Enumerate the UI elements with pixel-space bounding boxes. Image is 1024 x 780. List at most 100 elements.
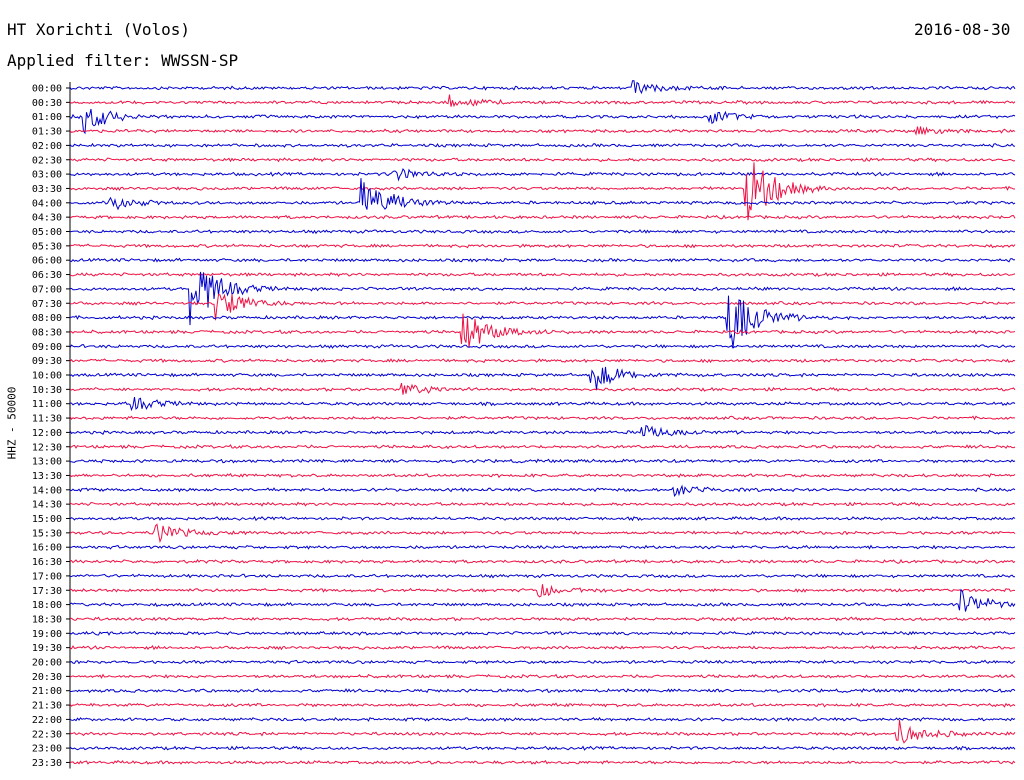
seismic-trace [69,94,1016,108]
time-tick-label: 08:30 [32,327,62,338]
time-tick-label: 08:00 [32,313,62,324]
time-tick-label: 20:00 [32,658,62,669]
time-tick-label: 13:00 [32,457,62,468]
time-tick-label: 06:30 [32,270,62,281]
time-tick-label: 16:00 [32,543,62,554]
seismic-trace [69,644,1016,651]
seismic-trace [69,616,1016,622]
time-tick-label: 03:00 [32,170,62,181]
seismic-trace [69,444,1016,450]
time-tick-label: 23:30 [32,758,62,769]
record-date: 2016-08-30 [914,20,1011,39]
seismic-trace [69,80,1016,95]
seismic-trace [69,343,1016,349]
seismic-trace [69,142,1016,148]
time-tick-label: 09:30 [32,356,62,367]
seismic-trace [69,523,1016,544]
time-tick-label: 07:30 [32,299,62,310]
time-tick-label: 12:30 [32,442,62,453]
time-tick-label: 18:30 [32,614,62,625]
time-tick-label: 11:00 [32,399,62,410]
time-tick-label: 11:30 [32,414,62,425]
time-tick-label: 12:00 [32,428,62,439]
time-tick-label: 15:30 [32,528,62,539]
seismic-trace [69,458,1016,464]
seismic-trace [69,358,1016,364]
seismic-trace [69,630,1016,636]
time-tick-label: 21:30 [32,701,62,712]
seismic-trace [69,243,1016,249]
time-tick-label: 02:30 [32,155,62,166]
time-tick-label: 04:30 [32,213,62,224]
seismic-trace [69,366,1016,390]
seismic-trace [70,397,1016,412]
time-tick-label: 18:00 [32,600,62,611]
seismic-trace [69,558,1016,565]
seismic-trace [69,382,1016,395]
time-tick-label: 17:00 [32,571,62,582]
time-tick-label: 22:30 [32,729,62,740]
seismic-trace [69,229,1016,235]
seismic-trace [69,501,1016,507]
time-tick-label: 23:00 [32,744,62,755]
time-tick-label: 13:30 [32,471,62,482]
seismic-trace [69,659,1016,665]
seismic-trace [70,584,1016,598]
filter-label: Applied filter: WWSSN-SP [7,51,239,70]
time-tick-label: 10:30 [32,385,62,396]
seismic-trace [69,720,1016,744]
time-tick-label: 21:00 [32,686,62,697]
seismic-trace [69,424,1016,437]
seismic-trace [69,702,1016,708]
time-tick-label: 01:00 [32,112,62,123]
time-tick-label: 14:00 [32,485,62,496]
seismic-trace [69,588,1016,612]
time-tick-label: 17:30 [32,586,62,597]
time-tick-label: 05:00 [32,227,62,238]
station-title: HT Xorichti (Volos) [7,20,191,39]
seismic-trace [69,293,1015,321]
seismic-trace [69,515,1016,522]
seismic-trace [70,295,1016,348]
seismic-trace [69,544,1016,550]
seismic-trace [69,167,1016,182]
time-tick-label: 04:00 [32,198,62,209]
seismic-trace [70,688,1016,694]
seismic-trace [69,484,1016,498]
time-tick-label: 10:00 [32,371,62,382]
seismic-trace [69,157,1016,163]
time-tick-label: 02:00 [32,141,62,152]
time-tick-label: 07:00 [32,284,62,295]
time-tick-label: 16:30 [32,557,62,568]
seismic-trace [69,126,1016,136]
seismic-trace [69,257,1016,263]
seismic-trace [69,272,1016,278]
time-tick-label: 01:30 [32,127,62,138]
seismic-trace [69,271,1016,326]
time-tick-label: 09:00 [32,342,62,353]
seismic-trace [69,178,1016,211]
seismic-trace [69,472,1016,479]
time-tick-label: 05:30 [32,241,62,252]
time-tick-label: 00:30 [32,98,62,109]
time-tick-label: 03:30 [32,184,62,195]
seismic-trace [69,673,1016,679]
seismic-trace [69,214,1016,220]
time-tick-label: 19:30 [32,643,62,654]
seismic-trace [69,573,1015,579]
seismic-trace [69,313,1016,348]
seismic-trace [69,745,1016,751]
seismic-trace [69,162,1015,221]
seismic-trace [69,108,1016,135]
time-tick-label: 22:00 [32,715,62,726]
time-tick-label: 14:30 [32,500,62,511]
time-tick-label: 06:00 [32,256,62,267]
seismic-trace [69,716,1016,722]
time-tick-label: 19:00 [32,629,62,640]
time-tick-label: 20:30 [32,672,62,683]
time-tick-label: 00:00 [32,84,62,95]
seismic-trace [69,759,1016,765]
time-tick-label: 15:00 [32,514,62,525]
seismic-trace [69,415,1016,421]
